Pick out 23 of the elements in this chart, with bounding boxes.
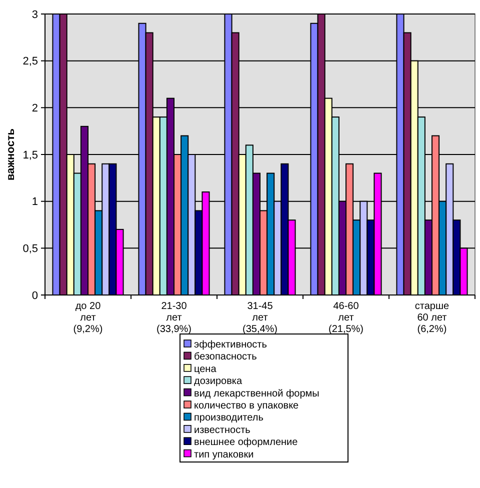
y-tick-label: 0 [32,290,38,302]
y-tick-label: 0,5 [22,243,38,256]
legend-label: эффективность [194,340,267,350]
y-tick-label: 3 [32,8,38,21]
legend-label: известность [194,424,250,436]
legend-label: вид лекарственной формы [194,388,320,400]
legend-label: внешнее оформление [194,437,298,448]
y-tick-label: 1 [32,196,38,208]
y-tick-label: 2,5 [22,56,38,68]
legend-label: количество в упаковке [194,400,300,412]
x-tick-label: до 20 лет (9,2%) [73,301,103,335]
legend-label: производитель [194,412,264,424]
y-tick-label: 2 [32,102,38,115]
y-tick-label: 1,5 [22,149,38,162]
legend-label: тип упаковки [194,449,254,460]
x-tick-label: старше 60 лет (6,2%) [414,301,450,335]
x-tick-label: 31-45 лет (35,4%) [242,301,278,335]
legend-label: цена [194,364,217,375]
x-tick-label: 46-60 лет (21,5%) [328,301,364,335]
y-axis-title: важность [5,128,17,181]
legend-label: дозировка [194,376,242,388]
legend-label: безопасность [194,352,257,363]
x-tick-label: 21-30 лет (33,9%) [156,301,192,335]
